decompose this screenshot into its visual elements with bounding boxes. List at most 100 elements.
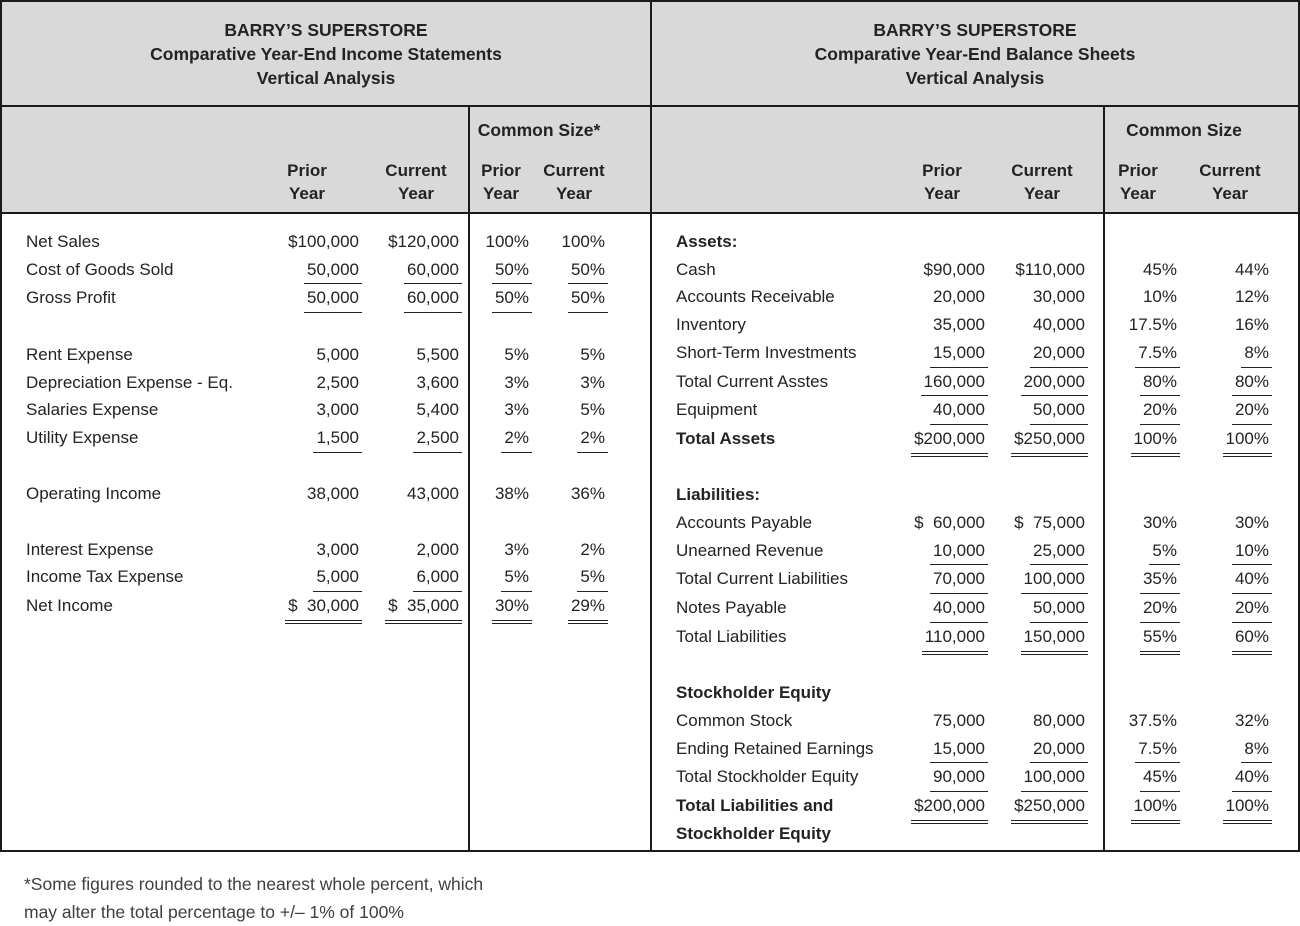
value-text: 5% (580, 344, 605, 364)
row-label: Inventory (676, 315, 746, 335)
table-row (2, 453, 650, 481)
value-text: 1,500 (313, 424, 362, 453)
table-row: Accounts Receivable 20,000 30,000 10% 12… (652, 283, 1298, 311)
statement-name: Comparative Year-End Income Statements (150, 43, 502, 64)
table-row: Salaries Expense 3,000 5,400 3% 5% (2, 396, 650, 424)
row-label: Accounts Receivable (676, 287, 835, 307)
table-row: Short-Term Investments 15,000 20,000 7.5… (652, 339, 1298, 368)
value-text: 100% (1222, 792, 1273, 824)
prior-year-value: $90,000 (892, 256, 992, 284)
value-text: 50,000 (1030, 396, 1088, 425)
prior-year-value: $200,000 (892, 792, 992, 824)
value-text: 12% (1234, 287, 1269, 307)
value-text: 80% (1139, 368, 1180, 397)
spacer-cell (676, 153, 892, 212)
prior-year-value (248, 508, 366, 536)
value-text: $ 75,000 (1014, 513, 1085, 533)
analysis-type: Vertical Analysis (256, 67, 396, 88)
value-text: 40,000 (930, 396, 988, 425)
common-size-current-value: 3% (536, 369, 612, 397)
value-text: $ 30,000 (285, 592, 362, 624)
value-text: 50,000 (304, 256, 362, 285)
current-year-value: 30,000 (992, 283, 1092, 311)
current-year-value: 6,000 (366, 563, 466, 593)
current-year-value (992, 481, 1092, 509)
common-size-current-value: 2% (536, 424, 612, 453)
table-row: Liabilities: (652, 481, 1298, 509)
prior-year-value: 15,000 (892, 339, 992, 368)
common-size-prior-value (1092, 228, 1184, 256)
current-year-value: 40,000 (992, 311, 1092, 339)
value-text: 10% (1231, 537, 1272, 566)
common-size-current-value (1184, 652, 1276, 680)
common-size-prior-value: 3% (466, 536, 536, 564)
common-size-prior-value: 100% (466, 228, 536, 256)
value-text: 110,000 (921, 623, 989, 655)
value-text: 5,000 (316, 344, 359, 364)
table-row: Stockholder Equity (652, 679, 1298, 707)
value-text: 100% (1130, 792, 1181, 824)
prior-year-value (248, 313, 366, 341)
common-size-prior-value: 50% (466, 256, 536, 285)
common-size-current-value: 16% (1184, 311, 1276, 339)
value-text: 75,000 (933, 710, 985, 730)
current-year-value (992, 679, 1092, 707)
prior-year-value: 2,500 (248, 369, 366, 397)
prior-year-value: 15,000 (892, 735, 992, 764)
row-label: Gross Profit (26, 288, 116, 308)
value-text: 30% (491, 592, 533, 624)
prior-year-value: $100,000 (248, 228, 366, 256)
common-size-current-value: 60% (1184, 623, 1276, 655)
current-year-value: 60,000 (366, 284, 466, 314)
common-size-current-value: 100% (1184, 792, 1276, 824)
common-size-prior-value (1092, 454, 1184, 482)
row-label: Equipment (676, 400, 758, 420)
prior-year-value: 160,000 (892, 368, 992, 397)
prior-year-value: 40,000 (892, 396, 992, 425)
value-text: 15,000 (930, 339, 988, 368)
common-size-current-value: 20% (1184, 594, 1276, 623)
common-size-prior-value: 45% (1092, 256, 1184, 284)
value-text: 40,000 (1033, 315, 1085, 335)
value-text: 20,000 (1030, 339, 1088, 368)
common-size-prior-value: 100% (1092, 792, 1184, 824)
common-size-prior-value: 30% (1092, 509, 1184, 537)
value-text: 3% (580, 372, 605, 392)
table-row: Total Current Asstes 160,000 200,000 80%… (652, 368, 1298, 397)
table-row: Total Liabilities 110,000 150,000 55% 60… (652, 623, 1298, 655)
value-text: 100% (485, 232, 529, 251)
current-year-value (366, 508, 466, 536)
balance-sheet-rows: Assets: Cash $90,000 $110,000 45% 44% Ac… (652, 214, 1298, 850)
common-size-prior-value: 5% (1092, 537, 1184, 566)
value-text: 35,000 (933, 315, 985, 335)
value-text: 50% (491, 256, 532, 285)
row-label: Assets: (676, 232, 738, 251)
prior-year-value: 70,000 (892, 565, 992, 595)
value-text: 100,000 (1020, 763, 1088, 793)
prior-year-value: 5,000 (248, 341, 366, 369)
common-size-current-value: 30% (1184, 509, 1276, 537)
table-row: Income Tax Expense 5,000 6,000 5% 5% (2, 563, 650, 593)
value-text: 2,500 (316, 372, 359, 392)
row-label: Notes Payable (676, 598, 787, 618)
value-text: 6,000 (413, 563, 462, 593)
value-text: $200,000 (911, 425, 988, 457)
value-text: 30% (1234, 513, 1269, 533)
common-size-prior-value: 100% (1092, 425, 1184, 457)
row-label: Short-Term Investments (676, 342, 857, 362)
table-row: Total Liabilities and Stockholder Equity… (652, 792, 1298, 847)
col-header-current-year: Current Year (1011, 161, 1073, 203)
table-row: Operating Income 38,000 43,000 38% 36% (2, 480, 650, 508)
current-year-value: $250,000 (992, 792, 1092, 824)
income-statement-column-headers: Common Size* Prior Year Current Year Pri… (2, 107, 650, 214)
common-size-current-value: 50% (536, 256, 612, 285)
common-size-current-value: 40% (1184, 565, 1276, 595)
value-text: 50% (567, 256, 608, 285)
table-row: Unearned Revenue 10,000 25,000 5% 10% (652, 537, 1298, 566)
row-label: Stockholder Equity (676, 683, 831, 703)
current-year-value: 43,000 (366, 480, 466, 508)
prior-year-value: 50,000 (248, 256, 366, 285)
balance-sheet-table: BARRY’S SUPERSTORE Comparative Year-End … (652, 2, 1298, 850)
common-size-prior-value (1092, 652, 1184, 680)
